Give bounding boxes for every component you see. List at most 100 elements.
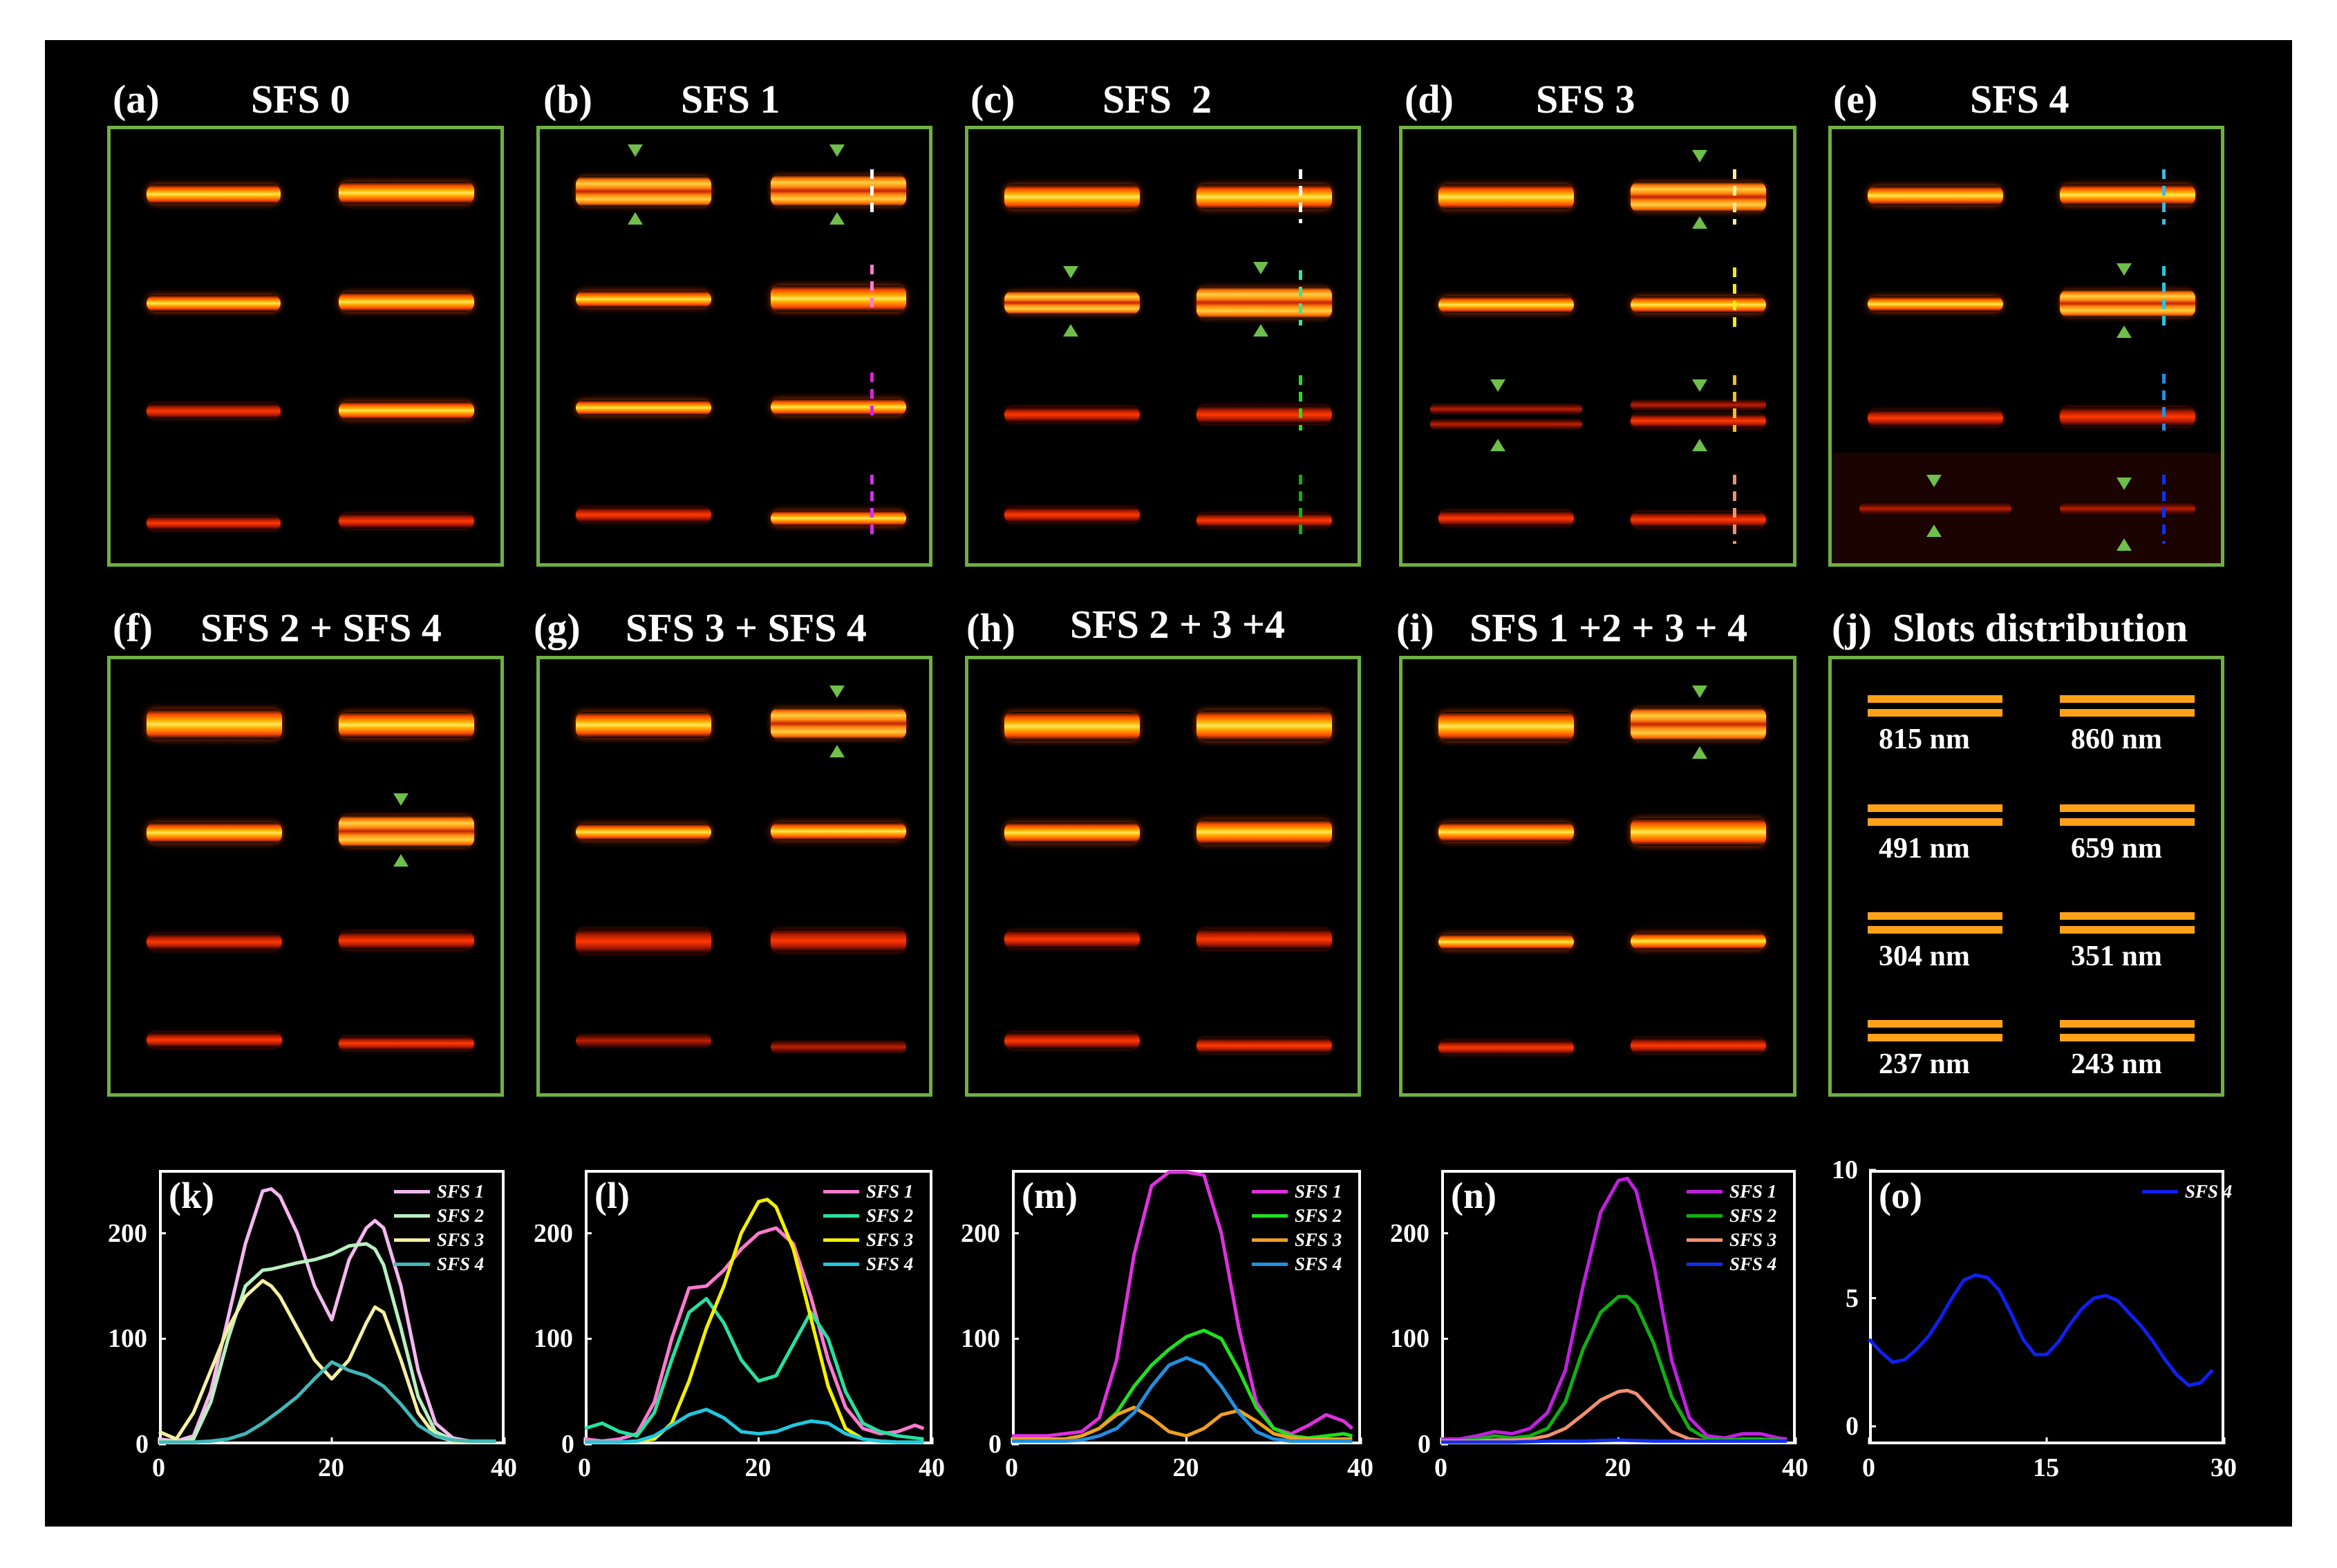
marker-up-icon: [829, 745, 845, 757]
legend-label: SFS 4: [1729, 1254, 1777, 1274]
legend-swatch: [1687, 1190, 1723, 1193]
legend-swatch: [1687, 1238, 1723, 1242]
marker-down-icon: [1692, 150, 1707, 162]
legend-swatch: [394, 1263, 430, 1266]
panel-a-image: [107, 126, 504, 567]
plot-label: (k): [169, 1175, 214, 1216]
slot-band: [771, 511, 906, 526]
slot-band: [771, 822, 906, 840]
legend-label: SFS 1: [866, 1181, 914, 1202]
slot-band: [339, 402, 474, 419]
slot-band: [339, 292, 474, 312]
slot-band: [576, 507, 711, 522]
plot-legend: SFS 1 SFS 2 SFS 3 SFS 4: [1252, 1180, 1342, 1276]
panel-g-letter: (g): [534, 605, 581, 650]
slot-band: [1196, 820, 1332, 844]
slot-label: 243 nm: [2071, 1048, 2162, 1080]
slot-band: [1631, 296, 1766, 313]
y-tick-label: 200: [108, 1218, 147, 1248]
panel-b-letter: (b): [543, 77, 592, 122]
marker-down-icon: [829, 686, 845, 698]
profile-line: [2162, 374, 2166, 431]
legend-swatch: [823, 1263, 859, 1266]
slot-band: [1631, 1038, 1766, 1053]
marker-down-icon: [393, 793, 409, 806]
legend-entry: SFS 4: [1252, 1252, 1342, 1276]
legend-entry: SFS 2: [1687, 1204, 1776, 1228]
marker-up-icon: [1692, 746, 1707, 759]
x-tick-label: 20: [1172, 1453, 1199, 1482]
y-tick-label: 100: [961, 1324, 1000, 1354]
x-tick-label: 30: [2211, 1453, 2237, 1482]
slot-band: [147, 709, 282, 739]
slot-band: [1196, 287, 1332, 319]
legend-entry: SFS 3: [1252, 1228, 1342, 1252]
slot-band: [2060, 407, 2195, 426]
legend-label: SFS 3: [866, 1229, 914, 1250]
legend-label: SFS 3: [1729, 1229, 1777, 1250]
legend-entry: SFS 1: [394, 1180, 484, 1204]
marker-up-icon: [2117, 325, 2132, 338]
y-tick-label: 200: [1390, 1218, 1429, 1248]
plot-legend: SFS 1 SFS 2 SFS 3 SFS 4: [823, 1180, 913, 1276]
slot-band: [771, 1039, 906, 1055]
profile-line: [870, 169, 874, 216]
x-tick-label: 40: [491, 1453, 517, 1482]
marker-down-icon: [1926, 475, 1942, 487]
slot-bar: [2060, 695, 2195, 703]
profile-line: [1299, 169, 1302, 223]
plot-legend: SFS 4: [2142, 1180, 2232, 1204]
x-tick-label: 0: [152, 1453, 165, 1482]
legend-swatch: [1252, 1214, 1288, 1218]
legend-entry: SFS 1: [823, 1180, 913, 1204]
slot-band: [1430, 403, 1582, 415]
marker-up-icon: [1926, 525, 1942, 537]
legend-swatch: [1687, 1214, 1723, 1218]
slot-band: [576, 929, 711, 954]
slot-label: 860 nm: [2071, 724, 2162, 755]
slot-band: [1631, 933, 1766, 950]
slot-label: 351 nm: [2071, 941, 2162, 972]
slot-bar: [1868, 818, 2002, 826]
y-tick-label: 200: [961, 1218, 1000, 1248]
legend-label: SFS 2: [437, 1205, 485, 1226]
legend-swatch: [394, 1190, 430, 1193]
profile-line: [870, 372, 874, 419]
slot-bar: [1868, 1020, 2002, 1028]
slot-bar: [1868, 926, 2002, 934]
profile-line: [1733, 475, 1736, 544]
marker-down-icon: [2117, 263, 2132, 276]
legend-label: SFS 2: [1295, 1205, 1342, 1226]
marker-down-icon: [2117, 478, 2132, 490]
y-tick-label: 200: [534, 1218, 573, 1248]
slot-band: [339, 815, 474, 847]
panel-e-title: SFS 4: [1970, 77, 2069, 122]
slot-band: [576, 400, 711, 415]
legend-swatch: [1252, 1238, 1288, 1242]
y-tick-label: 0: [135, 1430, 149, 1459]
marker-up-icon: [628, 212, 643, 225]
legend-label: SFS 4: [1295, 1254, 1342, 1274]
slot-band: [339, 513, 474, 529]
slot-band: [1631, 414, 1766, 428]
legend-swatch: [823, 1214, 859, 1218]
y-tick-label: 0: [1418, 1430, 1431, 1459]
legend-entry: SFS 2: [1252, 1204, 1342, 1228]
x-tick-label: 40: [1347, 1453, 1373, 1482]
legend-swatch: [823, 1238, 859, 1242]
slot-band: [1859, 502, 2011, 515]
slot-band: [576, 176, 711, 207]
slot-band: [147, 1032, 282, 1048]
panel-a-title: SFS 0: [251, 77, 350, 122]
slot-label: 304 nm: [1879, 941, 1970, 972]
profile-line: [1733, 267, 1736, 330]
x-tick-label: 0: [1862, 1453, 1875, 1482]
plot-label: (n): [1451, 1175, 1496, 1216]
slot-band: [1196, 513, 1332, 527]
x-tick-label: 20: [1604, 1453, 1631, 1482]
profile-line: [1299, 475, 1302, 537]
marker-down-icon: [628, 144, 643, 157]
plot-label: (l): [594, 1175, 630, 1216]
slot-band: [576, 824, 711, 840]
panel-i-image: [1399, 656, 1796, 1097]
